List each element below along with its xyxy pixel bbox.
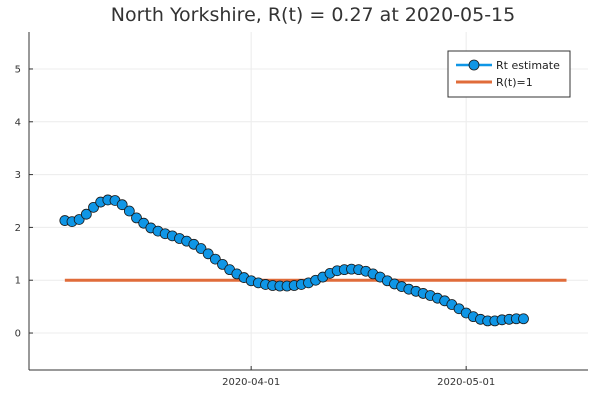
rt-estimate-point xyxy=(209,253,221,265)
y-tick-label: 0 xyxy=(15,329,21,340)
rt-estimate-point xyxy=(116,199,128,211)
rt-estimate-point xyxy=(73,214,85,225)
rt-estimate-point xyxy=(195,243,207,254)
plot-area xyxy=(59,194,567,327)
legend-rt-marker xyxy=(468,59,480,71)
y-tick-label: 3 xyxy=(15,170,21,181)
rt-estimate-point xyxy=(88,201,99,213)
legend-label-rt-estimate: Rt estimate xyxy=(496,59,560,72)
rt-estimate-point xyxy=(80,208,92,220)
legend-label-r1: R(t)=1 xyxy=(496,76,533,89)
y-tick-label: 4 xyxy=(15,117,21,128)
chart-title: North Yorkshire, R(t) = 0.27 at 2020-05-… xyxy=(111,4,515,26)
rt-estimate-point xyxy=(131,212,142,224)
rt-estimate-point xyxy=(123,205,135,217)
rt-estimate-point xyxy=(202,248,214,260)
x-tick-label: 2020-04-01 xyxy=(222,377,280,388)
y-tick-label: 1 xyxy=(15,276,21,287)
y-tick-label: 2 xyxy=(15,223,21,234)
y-tick-label: 5 xyxy=(15,64,21,75)
legend-box xyxy=(447,50,571,98)
rt-estimate-point xyxy=(217,258,228,270)
legend: Rt estimate R(t)=1 xyxy=(447,50,571,98)
x-tick-label: 2020-05-01 xyxy=(437,377,495,388)
axes: 0 1 2 3 4 5 2020-04-01 2020-05-01 xyxy=(15,32,588,388)
rt-estimate-point xyxy=(518,313,529,325)
